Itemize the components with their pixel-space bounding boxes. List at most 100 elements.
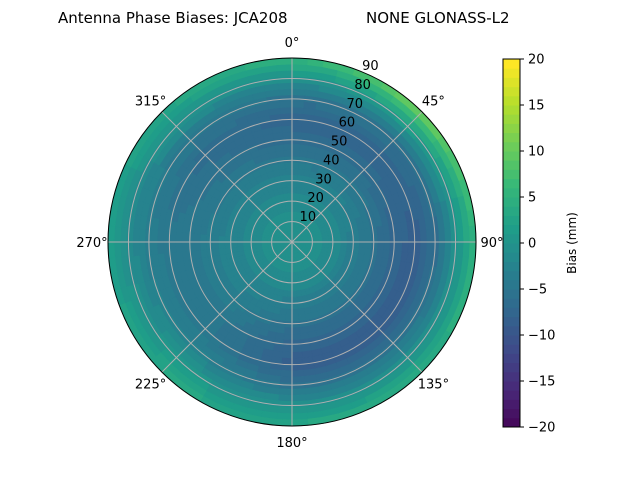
heatmap-cell (286, 186, 293, 194)
colorbar-level (503, 105, 520, 115)
theta-tick-label: 180° (276, 436, 307, 451)
heatmap-cell (230, 241, 238, 248)
heatmap-cell (150, 229, 158, 243)
colorbar-level (503, 344, 520, 354)
heatmap-cell (150, 241, 158, 255)
heatmap-cell (169, 241, 177, 254)
heatmap-cell (291, 69, 308, 78)
colorbar-level (503, 114, 520, 124)
heatmap-cell (291, 302, 299, 310)
heatmap-cell (352, 235, 360, 243)
colorbar-level (503, 353, 520, 364)
heatmap-cell (283, 327, 293, 335)
heatmap-cell (286, 180, 293, 188)
heatmap-cell (462, 241, 471, 258)
heatmap-cell (162, 230, 171, 243)
heatmap-cell (284, 321, 293, 329)
heatmap-cell (438, 241, 446, 256)
colorbar-level (503, 187, 520, 198)
heatmap-cell (242, 241, 250, 247)
heatmap-cell (291, 137, 302, 145)
heatmap-cell (291, 308, 299, 316)
heatmap-cell (278, 168, 287, 176)
heatmap-cell (138, 228, 146, 243)
heatmap-cell (277, 82, 293, 90)
heatmap-cell (377, 241, 385, 251)
heatmap-cell (236, 241, 244, 248)
heatmap-cell (279, 376, 293, 384)
heatmap-cell (291, 76, 307, 84)
heatmap-cell (218, 247, 226, 256)
heatmap-cell (156, 229, 165, 243)
heatmap-cell (144, 241, 152, 256)
heatmap-cell (291, 112, 304, 121)
heatmap-cell (276, 63, 293, 72)
heatmap-cell (291, 406, 308, 415)
colorbar-tick-label: −15 (528, 375, 555, 390)
heatmap-cell (291, 339, 302, 347)
colorbar-level (503, 390, 520, 400)
heatmap-cell (278, 94, 293, 102)
heatmap-cell (291, 131, 302, 139)
heatmap-cell (419, 229, 428, 243)
colorbar-label: Bias (mm) (565, 212, 579, 274)
heatmap-cell (295, 289, 302, 298)
heatmap-cell (175, 241, 183, 253)
heatmap-cell (280, 357, 293, 365)
heatmap-cell (175, 231, 183, 243)
heatmap-cell (297, 308, 306, 316)
colorbar-level (503, 123, 520, 134)
heatmap-cell (291, 94, 306, 102)
heatmap-cell (218, 241, 226, 249)
heatmap-cell (352, 241, 360, 249)
heatmap-cell (291, 284, 297, 292)
heatmap-cell (371, 241, 379, 250)
heatmap-cell (276, 412, 293, 421)
heatmap-cell (291, 376, 305, 384)
colorbar-tick-label: 15 (528, 99, 545, 114)
heatmap-cell (279, 106, 293, 115)
heatmap-cell (456, 241, 465, 258)
colorbar-level (503, 381, 520, 391)
colorbar-level (503, 141, 520, 152)
heatmap-cell (193, 233, 201, 243)
colorbar-level (503, 178, 520, 189)
heatmap-cell (383, 233, 391, 243)
heatmap-cell (277, 400, 293, 408)
heatmap-cell (432, 228, 440, 243)
colorbar-level (503, 77, 520, 88)
heatmap-cell (389, 241, 397, 252)
heatmap-cell (285, 174, 293, 182)
colorbar-level (503, 197, 520, 207)
heatmap-cell (119, 226, 128, 243)
heatmap-cell (224, 241, 232, 249)
heatmap-cell (282, 137, 293, 145)
heatmap-cell (187, 232, 195, 243)
heatmap-cell (413, 241, 422, 254)
heatmap-cell (291, 394, 307, 402)
heatmap-cell (181, 241, 189, 252)
heatmap-cell (291, 119, 304, 127)
heatmap-cell (230, 236, 238, 243)
heatmap-cell (450, 227, 458, 243)
heatmap-cell (282, 131, 293, 139)
colorbar-tick-label: 20 (528, 53, 545, 68)
heatmap-cell (358, 235, 366, 243)
heatmap-cell (291, 357, 304, 365)
heatmap-cell (283, 143, 293, 151)
heatmap-cell (291, 125, 303, 133)
radial-tick-label: 50 (331, 135, 348, 150)
colorbar-level (503, 325, 520, 336)
heatmap-cell (281, 125, 293, 133)
colorbar-level (503, 243, 520, 253)
heatmap-cell (291, 327, 301, 335)
radial-tick-label: 60 (339, 116, 356, 131)
theta-tick-label: 0° (285, 36, 300, 51)
heatmap-cell (286, 296, 293, 304)
heatmap-cell (199, 233, 207, 243)
heatmap-cell (291, 168, 299, 176)
heatmap-cell (275, 57, 293, 66)
heatmap-cell (280, 112, 293, 121)
radial-tick-label: 90 (362, 59, 379, 74)
heatmap-cell (358, 228, 366, 237)
